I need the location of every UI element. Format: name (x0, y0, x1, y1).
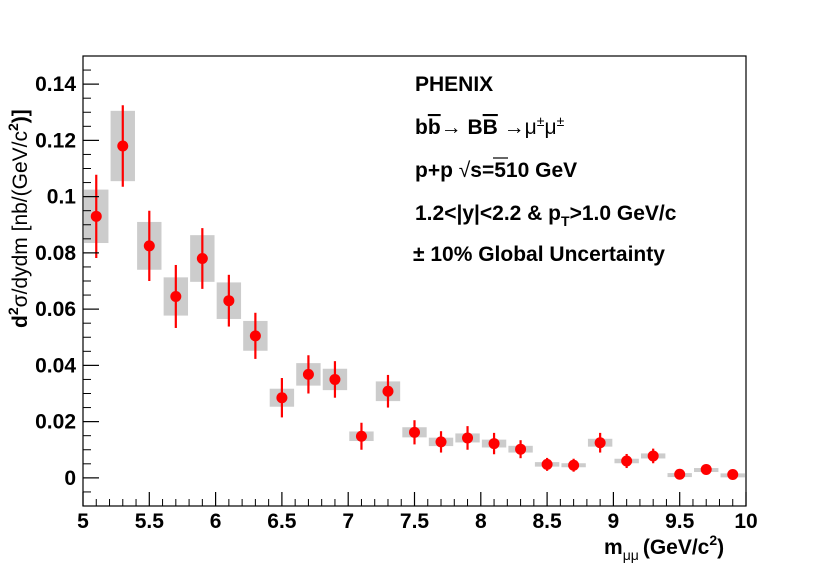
annotation-global-uncertainty: ± 10% Global Uncertainty (413, 243, 665, 266)
x-tick-label: 5.5 (135, 510, 165, 533)
x-tick-label: 9 (608, 510, 620, 533)
x-tick-label: 5 (77, 510, 89, 533)
data-point (302, 368, 314, 380)
data-point (621, 455, 633, 467)
data-point (435, 436, 447, 448)
data-point (329, 373, 341, 385)
y-ticks (83, 55, 99, 507)
annotation-system: p+p √s=510 GeV (415, 159, 577, 182)
data-point (90, 210, 102, 222)
data-point (276, 392, 288, 404)
x-tick-label: 8.5 (532, 510, 562, 533)
data-point (196, 253, 208, 264)
data-point (488, 438, 500, 450)
x-ticks (82, 492, 747, 506)
y-tick-label: 0.06 (35, 298, 76, 321)
data-points (90, 140, 739, 480)
x-axis-title: mμμ (GeV/c2) (604, 532, 724, 563)
data-point (594, 437, 606, 449)
x-tick-label: 9.5 (665, 510, 695, 533)
data-point (143, 240, 155, 252)
data-point (382, 385, 394, 397)
b-bar: b (428, 116, 441, 139)
annotation-process: bb→ BB →μ±μ± (415, 113, 565, 139)
data-point (700, 463, 712, 475)
y-tick-label: 0.02 (35, 411, 76, 434)
data-point (223, 295, 235, 307)
x-tick-label: 10 (734, 510, 757, 533)
data-point (727, 469, 739, 480)
data-point (249, 330, 261, 342)
data-point (462, 432, 474, 444)
data-point (355, 430, 367, 442)
x-tick-label: 7.5 (400, 510, 430, 533)
annotation-cuts: 1.2<|y|<2.2 & pT>1.0 GeV/c (415, 202, 677, 229)
y-tick-label: 0.14 (35, 73, 76, 96)
B-bar: B (483, 116, 498, 139)
y-axis-title: d2σ/dydm [nb/(GeV/c2)] (5, 109, 32, 328)
data-point (568, 459, 580, 471)
x-tick-label: 7 (342, 510, 354, 533)
data-point (117, 140, 129, 152)
annotation-experiment: PHENIX (415, 73, 493, 96)
x-tick-label: 8 (475, 510, 487, 533)
data-point (170, 290, 182, 302)
y-tick-label: 0.08 (35, 242, 76, 265)
y-tick-labels: 0 0.02 0.04 0.06 0.08 0.1 0.12 0.14 (35, 73, 76, 490)
y-tick-label: 0 (64, 467, 76, 490)
data-point (647, 450, 659, 462)
x-tick-label: 6 (210, 510, 222, 533)
y-tick-label: 0.1 (47, 186, 77, 209)
data-point (515, 443, 527, 455)
data-point (541, 458, 553, 470)
y-tick-label: 0.12 (35, 129, 76, 152)
y-tick-label: 0.04 (35, 354, 76, 377)
data-point (674, 468, 686, 480)
x-tick-labels: 5 5.5 6 6.5 7 7.5 8 8.5 9 9.5 10 (77, 510, 758, 533)
x-tick-label: 6.5 (267, 510, 297, 533)
data-point (409, 426, 420, 438)
